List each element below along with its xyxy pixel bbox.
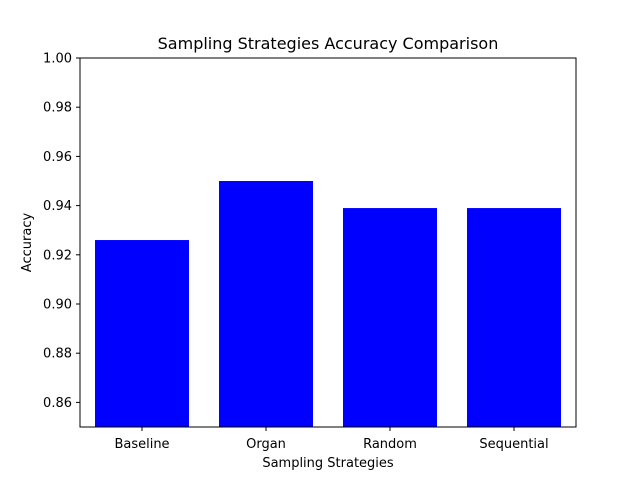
bar-random xyxy=(343,208,437,427)
y-tick-label: 0.94 xyxy=(43,199,72,214)
y-tick-label: 0.90 xyxy=(43,298,72,313)
y-tick-label: 0.92 xyxy=(43,248,72,263)
chart-title: Sampling Strategies Accuracy Comparison xyxy=(158,34,499,53)
x-tick-label-sequential: Sequential xyxy=(479,437,548,452)
x-tick-label-random: Random xyxy=(363,437,417,452)
bars-group xyxy=(95,181,561,427)
y-axis-ticks: 0.86 0.88 0.90 0.92 0.94 0.96 0.98 1.00 xyxy=(43,52,80,411)
bar-organ xyxy=(219,181,313,427)
bar-baseline xyxy=(95,240,189,427)
y-tick-label: 0.86 xyxy=(43,396,72,411)
y-axis-label: Accuracy xyxy=(20,213,35,273)
y-tick-label: 1.00 xyxy=(43,52,72,67)
x-axis-ticks: Baseline Organ Random Sequential xyxy=(114,427,549,452)
y-tick-label: 0.98 xyxy=(43,101,72,116)
x-tick-label-organ: Organ xyxy=(246,437,286,452)
x-axis-label: Sampling Strategies xyxy=(262,456,394,471)
bar-sequential xyxy=(467,208,561,427)
plot-frame xyxy=(79,57,577,428)
x-tick-label-baseline: Baseline xyxy=(114,437,169,452)
y-tick-label: 0.96 xyxy=(43,150,72,165)
y-tick-label: 0.88 xyxy=(43,347,72,362)
